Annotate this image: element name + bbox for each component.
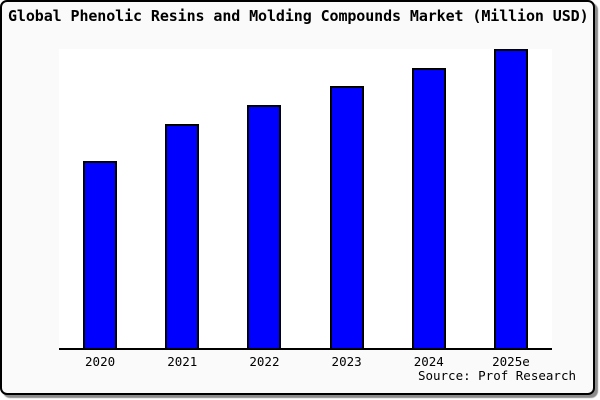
bar-2024 (411, 67, 446, 348)
bar-slot-2024 (388, 49, 470, 348)
x-axis-tick-labels: 2020 2021 2022 2023 2024 2025e (59, 354, 552, 369)
bar-slot-2025e (470, 49, 552, 348)
bar-2022 (247, 104, 282, 348)
x-tick-label-2024: 2024 (413, 354, 444, 369)
plot-area (59, 49, 552, 350)
bar-2023 (329, 85, 364, 348)
bar-slot-2021 (141, 49, 223, 348)
chart-title: Global Phenolic Resins and Molding Compo… (8, 7, 589, 25)
bar-2025e (493, 49, 528, 348)
x-tick-label-2025e: 2025e (492, 354, 530, 369)
x-tick-label-2022: 2022 (249, 354, 280, 369)
bar-2021 (165, 123, 200, 348)
bar-slot-2020 (59, 49, 141, 348)
x-tick-label-2020: 2020 (85, 354, 116, 369)
bar-slot-2022 (223, 49, 305, 348)
x-tick-label-2023: 2023 (331, 354, 362, 369)
x-tick-label-2021: 2021 (167, 354, 198, 369)
bar-2020 (83, 160, 118, 348)
bar-slot-2023 (306, 49, 388, 348)
source-note: Source: Prof Research (417, 368, 576, 383)
